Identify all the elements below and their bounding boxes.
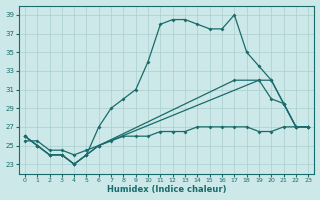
X-axis label: Humidex (Indice chaleur): Humidex (Indice chaleur) xyxy=(107,185,226,194)
